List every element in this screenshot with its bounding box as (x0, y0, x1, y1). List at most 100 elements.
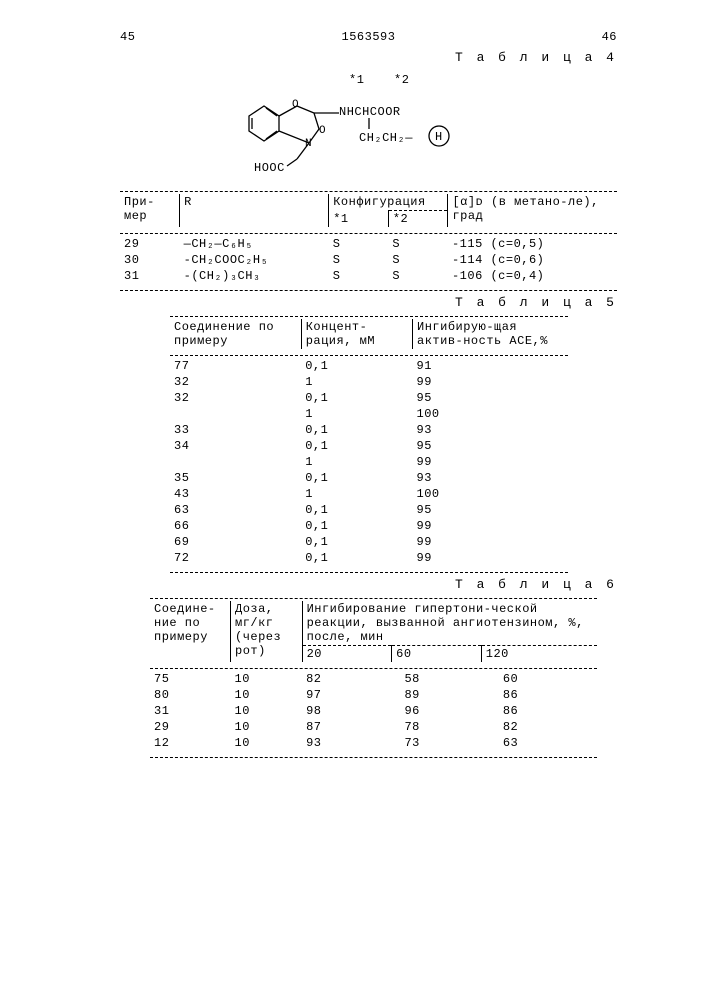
table-row: 199 (170, 454, 568, 470)
svg-text:HOOC: HOOC (254, 161, 285, 175)
cell: S (388, 252, 448, 268)
cell: 1 (301, 406, 412, 422)
cell: 63 (170, 502, 301, 518)
t5-col2: Концент-рация, мМ (306, 320, 375, 348)
cell: 78 (400, 719, 498, 735)
table-row: 29—CH₂—C₆H₅SS-115 (c=0,5) (120, 236, 617, 252)
cell: 1 (301, 486, 412, 502)
cell: 66 (170, 518, 301, 534)
cell: -CH₂COOC₂H₅ (180, 252, 329, 268)
cell: 99 (413, 550, 568, 566)
cell: 80 (150, 687, 231, 703)
cell: 12 (150, 735, 231, 751)
svg-text:O: O (319, 125, 326, 137)
cell: 30 (120, 252, 180, 268)
cell: 72 (170, 550, 301, 566)
table-row: 630,195 (170, 502, 568, 518)
table4: При-мер R Конфигурация [α]ᴅ (в метано-ле… (120, 194, 617, 227)
cell: 69 (170, 534, 301, 550)
cell: 97 (302, 687, 400, 703)
page-header: 45 1563593 46 (120, 30, 617, 44)
cell: -115 (c=0,5) (448, 236, 617, 252)
cell: 82 (302, 671, 400, 687)
cell: 100 (413, 486, 568, 502)
cell: 86 (499, 687, 597, 703)
cell: 1 (301, 454, 412, 470)
cell: 31 (120, 268, 180, 284)
cell: 0,1 (301, 358, 412, 374)
cell: S (388, 236, 448, 252)
cell: -114 (c=0,6) (448, 252, 617, 268)
table-row: 431100 (170, 486, 568, 502)
cell: 0,1 (301, 502, 412, 518)
cell: 93 (413, 422, 568, 438)
cell: 32 (170, 374, 301, 390)
cell: 99 (413, 518, 568, 534)
cell: 0,1 (301, 390, 412, 406)
t6-mid-rule (150, 668, 597, 669)
table-row: 330,193 (170, 422, 568, 438)
cell: 34 (170, 438, 301, 454)
t5-col3: Ингибирую-щая актив-ность ACE,% (417, 320, 548, 348)
cell: -(CH₂)₃CH₃ (180, 268, 329, 284)
table-row: 720,199 (170, 550, 568, 566)
cell: 95 (413, 438, 568, 454)
cell: 0,1 (301, 518, 412, 534)
table-row: 3110989686 (150, 703, 597, 719)
cell: 0,1 (301, 534, 412, 550)
table-row: 350,193 (170, 470, 568, 486)
cell: S (329, 268, 389, 284)
cell: 82 (499, 719, 597, 735)
cell: 10 (231, 735, 303, 751)
table-row: 31-(CH₂)₃CH₃SS-106 (c=0,4) (120, 268, 617, 284)
table6: Соедине-ние по примеру Доза, мг/кг (чере… (150, 601, 597, 662)
cell: 98 (302, 703, 400, 719)
table-row: 1100 (170, 406, 568, 422)
cell: 77 (170, 358, 301, 374)
star2-label: *2 (394, 73, 409, 87)
table-row: 7510825860 (150, 671, 597, 687)
t4-col4: [α]ᴅ (в метано-ле), град (452, 195, 598, 223)
cell: 99 (413, 534, 568, 550)
t6-col3: Ингибирование гипертони-ческой реакции, … (307, 602, 584, 644)
cell: S (329, 236, 389, 252)
table6-body: 7510825860801097898631109896862910877882… (150, 671, 597, 751)
page-center: 1563593 (342, 30, 396, 44)
table-row: 32199 (170, 374, 568, 390)
cell: 10 (231, 703, 303, 719)
cell: —CH₂—C₆H₅ (180, 236, 329, 252)
table-row: 340,195 (170, 438, 568, 454)
cell: 29 (120, 236, 180, 252)
table5-body: 770,19132199320,1951100330,193340,195199… (170, 358, 568, 566)
cell: 29 (150, 719, 231, 735)
cell: S (329, 252, 389, 268)
table4-title: Т а б л и ц а 4 (120, 50, 617, 65)
t4-col2: R (184, 195, 192, 209)
chemical-structure: *1 *2 O N O NHCHCOOR CH₂CH₂— H HOOC (120, 71, 617, 181)
table-row: 2910877882 (150, 719, 597, 735)
table6-title: Т а б л и ц а 6 (120, 577, 617, 592)
cell: 33 (170, 422, 301, 438)
cell: 93 (413, 470, 568, 486)
page-left: 45 (120, 30, 135, 44)
table-row: 1210937363 (150, 735, 597, 751)
t4-col3a: *1 (329, 211, 389, 228)
cell: 31 (150, 703, 231, 719)
svg-text:CH₂CH₂—: CH₂CH₂— (359, 131, 413, 145)
t5-col1: Соединение по примеру (174, 320, 274, 348)
t6-col3a: 20 (302, 646, 392, 663)
t6-col1: Соедине-ние по примеру (154, 602, 216, 644)
cell: 100 (413, 406, 568, 422)
cell: 89 (400, 687, 498, 703)
cell: -106 (c=0,4) (448, 268, 617, 284)
cell: 73 (400, 735, 498, 751)
table-row: 770,191 (170, 358, 568, 374)
t4-col1: При-мер (124, 195, 155, 223)
cell: 43 (170, 486, 301, 502)
t4-top-rule (120, 191, 617, 192)
cell: S (388, 268, 448, 284)
t4-col3: Конфигурация (333, 195, 425, 209)
table4-body: 29—CH₂—C₆H₅SS-115 (c=0,5)30-CH₂COOC₂H₅SS… (120, 236, 617, 284)
t6-bottom-rule (150, 757, 597, 758)
cell: 99 (413, 374, 568, 390)
